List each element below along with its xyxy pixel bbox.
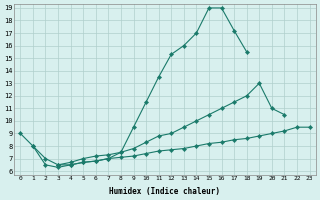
X-axis label: Humidex (Indice chaleur): Humidex (Indice chaleur) — [109, 187, 220, 196]
